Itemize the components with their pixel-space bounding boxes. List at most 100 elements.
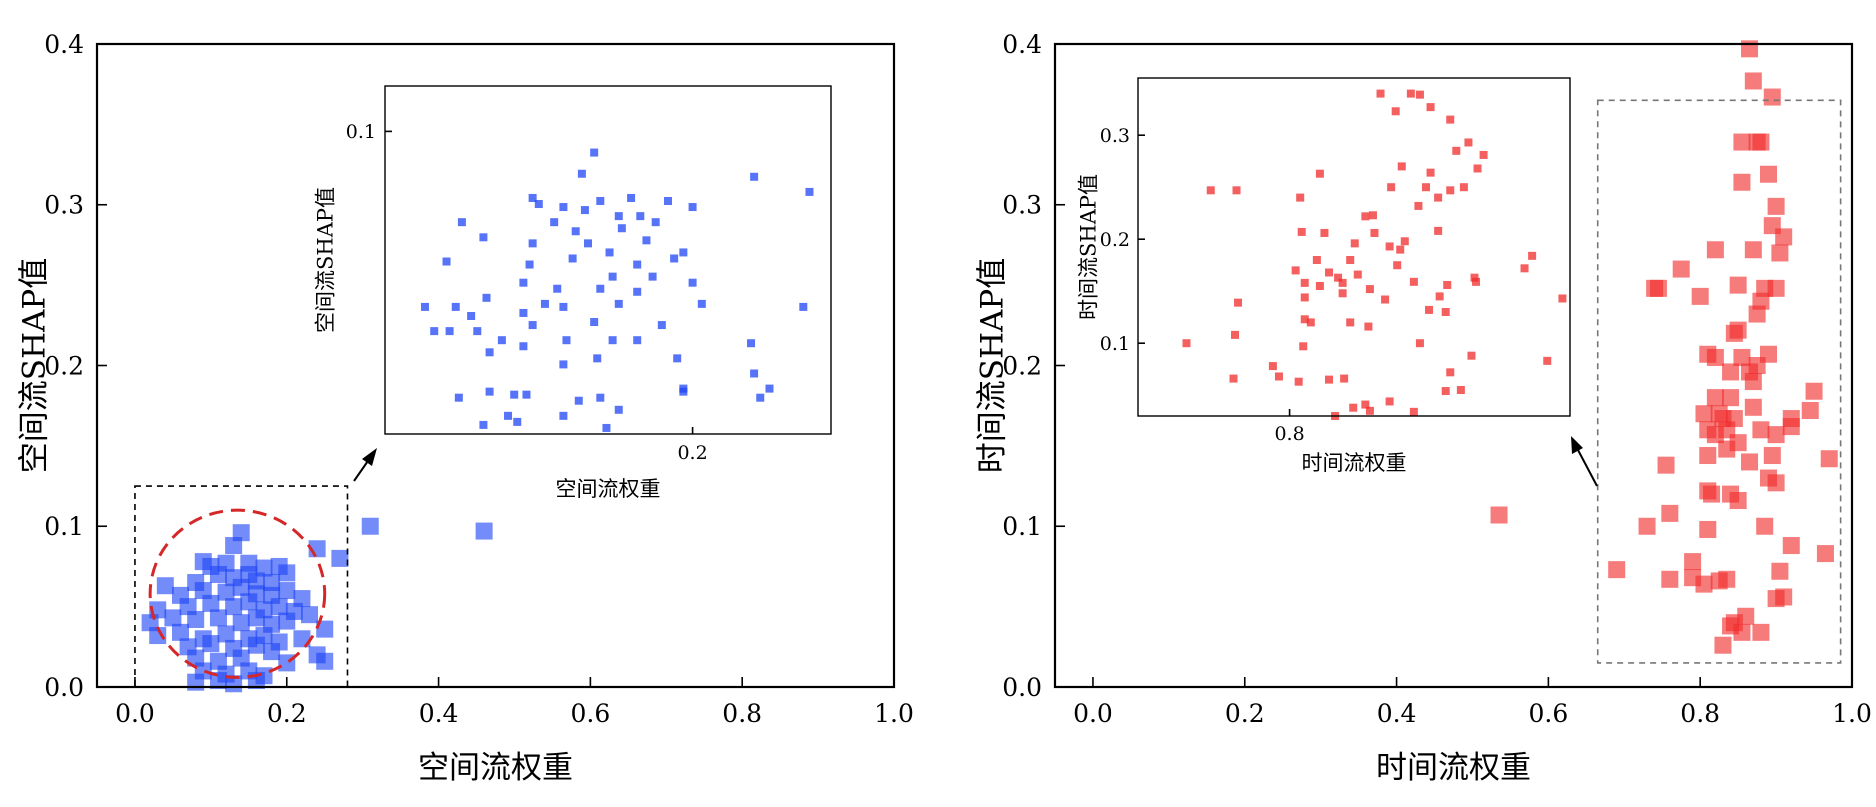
data-point-marker [1805,382,1823,400]
data-point-marker [1446,368,1455,377]
data-point-marker [679,387,688,396]
data-point-marker [580,206,589,215]
x-tick-label: 0.6 [1528,699,1568,728]
data-point-marker [1699,447,1717,465]
data-point-marker [149,627,167,645]
x-tick-label: 0.8 [1274,423,1304,445]
data-point-marker [1291,266,1300,275]
data-point-marker [1729,492,1747,510]
data-point-marker [454,393,463,402]
data-point-marker [1472,277,1481,286]
y-tick-label: 0.0 [1002,673,1042,702]
data-point-marker [1396,245,1405,254]
spatial-main-plot: 0.0 0.2 0.4 0.6 0.8 1.00.00.10.20.30.4 空间流权重 … [17,30,914,786]
data-point-marker [1464,138,1473,147]
data-point-marker [278,612,296,630]
data-point-marker [528,321,537,330]
data-point-marker [1426,168,1435,177]
data-point-marker [255,559,273,577]
data-point-marker [688,203,697,212]
data-point-marker [1706,348,1724,366]
data-point-marker [614,212,623,221]
data-point-marker [750,172,759,181]
y-tick-label: 0.0 [44,673,84,702]
data-point-marker [270,598,288,616]
data-point-marker [1324,268,1333,277]
y-tick-label: 0.4 [1002,30,1042,59]
data-point-marker [590,148,599,157]
data-point-marker [1443,280,1452,289]
data-point-marker [497,336,506,345]
data-point-marker [301,606,319,624]
data-point-marker [522,390,531,399]
data-point-marker [209,672,227,690]
data-point-marker [614,405,623,414]
data-point-marker [1315,282,1324,290]
data-point-marker [1299,342,1308,351]
data-point-marker [1706,389,1724,407]
data-point-marker [194,582,212,600]
data-point-marker [1729,276,1747,294]
data-point-marker [1385,397,1394,406]
data-point-marker [1752,133,1770,151]
data-point-marker [1733,348,1751,366]
data-point-marker [1672,260,1690,278]
data-point-marker [596,284,605,293]
data-point-marker [519,278,528,287]
data-point-marker [1426,103,1435,112]
data-point-marker [1661,504,1679,522]
data-point-marker [1752,421,1770,439]
x-tick-label: 0.8 [1680,699,1720,728]
data-point-marker [559,411,568,420]
data-point-marker [1425,305,1434,314]
x-tick-label: 0.0 [1073,699,1113,728]
spatial-inset-plot: 0.2 0.1 空间流权重 空间流SHAP值 [314,85,832,501]
data-point-marker [1446,186,1455,195]
data-point-marker [1657,456,1675,474]
data-point-marker [1415,90,1424,99]
data-point-marker [574,396,583,405]
data-point-marker [562,336,571,345]
data-point-marker [1695,575,1713,593]
data-point-marker [278,582,296,600]
data-point-marker [673,354,682,363]
data-point-marker [420,302,429,311]
data-point-marker [1400,237,1409,246]
data-point-marker [1387,183,1396,192]
data-point-marker [1722,389,1740,407]
data-point-marker [1324,375,1333,384]
data-point-marker [1338,278,1347,287]
data-point-marker [1638,517,1656,535]
data-point-marker [247,572,265,590]
data-point-marker [1714,636,1732,654]
data-point-marker [525,260,534,269]
data-point-marker [1760,165,1778,183]
data-point-marker [1434,193,1443,202]
data-point-marker [679,248,688,257]
data-point-marker [590,318,599,327]
data-point-marker [482,293,491,302]
data-point-marker [442,257,451,266]
data-point-marker [1294,377,1303,386]
zoom-arrow-right [1577,449,1598,487]
data-point-marker [1361,400,1370,409]
data-point-marker [475,522,493,540]
data-point-marker [1446,115,1455,124]
data-point-marker [1782,418,1800,436]
y-tick-label: 0.3 [1002,191,1042,220]
data-point-marker [1334,273,1343,282]
data-point-marker [1706,241,1724,259]
data-point-marker [1703,485,1721,503]
data-point-marker [765,384,774,393]
data-point-marker [247,636,265,654]
data-point-marker [445,327,454,336]
data-point-marker [577,169,586,178]
data-point-marker [1231,330,1240,339]
data-point-marker [1274,372,1283,381]
data-point-marker [164,609,182,627]
spatial-inset-background [385,86,831,434]
data-point-marker [1718,421,1736,439]
data-point-marker [1699,520,1717,538]
data-point-marker [1441,387,1450,396]
